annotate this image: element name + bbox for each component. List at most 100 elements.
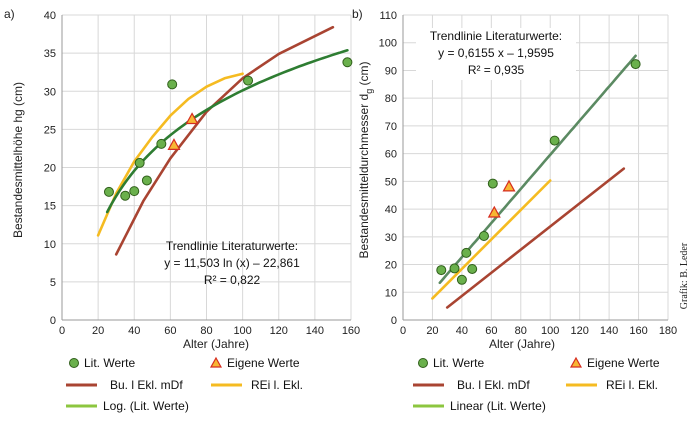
panel-b-ytick-label: 20 bbox=[385, 260, 397, 272]
panel-a-xtick-label: 40 bbox=[128, 325, 140, 337]
credit-text: Grafik: B. Leder bbox=[679, 242, 690, 309]
panel-a-trendline-box: Trendlinie Literaturwerte: y = 11,503 ln… bbox=[164, 239, 300, 287]
panel-b-ytick-label: 0 bbox=[391, 315, 397, 327]
legend-b-fit-label: Linear (Lit. Werte) bbox=[450, 399, 546, 413]
panel-a-lit-point bbox=[167, 79, 178, 90]
panel-b-ytick-label: 70 bbox=[385, 121, 397, 133]
panel-b-xtick-label: 60 bbox=[485, 325, 497, 337]
panel-a-ytick-label: 20 bbox=[44, 163, 56, 175]
panel-a-ytick-label: 40 bbox=[44, 10, 56, 22]
panel-b-label: b) bbox=[352, 7, 363, 21]
panel-a-lit-point bbox=[342, 57, 353, 68]
legend-a-bu-label: Bu. l Ekl. mDf bbox=[110, 378, 183, 392]
panel-b-yticks: 0 10 20 30 40 50 60 70 80 90 100 110 bbox=[379, 10, 397, 327]
panel-b-fit-series bbox=[438, 54, 637, 285]
panel-b-ylabel-main: Bestandesmittel­durchmesser d bbox=[357, 94, 371, 259]
panel-a-ytick-label: 30 bbox=[44, 86, 56, 98]
panel-b-xticks: 0 20 40 60 80 100 120 140 160 180 bbox=[400, 325, 677, 337]
panel-b-xtick-label: 80 bbox=[515, 325, 527, 337]
panel-b-xtick-label: 120 bbox=[570, 325, 588, 337]
legend-b-eigene-label: Eigene Werte bbox=[587, 356, 660, 370]
panel-a-ytick-label: 15 bbox=[44, 201, 56, 213]
panel-b-trendline-box: Trendlinie Literaturwerte: y = 0,6155 x … bbox=[416, 28, 576, 80]
panel-a-xtick-label: 0 bbox=[59, 325, 65, 337]
panel-b-trend-background bbox=[416, 28, 576, 80]
panel-b-ylabel-sub: g bbox=[364, 89, 374, 94]
panel-b-ylabel-unit: (cm) bbox=[357, 61, 371, 88]
legend-a: Lit. Werte Eigene Werte Bu. l Ekl. mDf R… bbox=[66, 356, 303, 413]
panel-b-xtick-label: 160 bbox=[629, 325, 647, 337]
panel-b-ytick-label: 10 bbox=[385, 287, 397, 299]
panel-b-ytick-label: 40 bbox=[385, 204, 397, 216]
panel-b-ytick-label: 100 bbox=[379, 38, 397, 50]
panel-b-trend-title: Trendlinie Literaturwerte: bbox=[430, 29, 562, 43]
panel-b-trend-equation: y = 0,6155 x – 1,9595 bbox=[438, 46, 554, 60]
legend-a-lit-label: Lit. Werte bbox=[84, 356, 135, 370]
legend-b: Lit. Werte Eigene Werte Bu. l Ekl. mDf R… bbox=[413, 356, 660, 413]
legend-b-bu-label: Bu. l Ekl. mDf bbox=[457, 378, 530, 392]
panel-a-xtick-label: 80 bbox=[200, 325, 212, 337]
panel-b-points bbox=[436, 59, 641, 285]
panel-a-bu-series bbox=[114, 25, 335, 256]
panel-b-lines bbox=[431, 54, 637, 309]
panel-a-lit-point bbox=[156, 138, 167, 149]
panel-a-fit-series bbox=[105, 49, 349, 214]
panel-b-lit-point bbox=[549, 135, 560, 146]
panel-a-xtick-label: 100 bbox=[233, 325, 251, 337]
panel-b-ytick-label: 110 bbox=[379, 10, 397, 22]
panel-b-trend-r2: R² = 0,935 bbox=[468, 63, 525, 77]
panel-a-lines bbox=[96, 25, 349, 256]
panel-a-xlabel: Alter (Jahre) bbox=[183, 337, 249, 351]
panel-b-xtick-label: 100 bbox=[541, 325, 559, 337]
panel-b-lit-point bbox=[461, 247, 472, 258]
panel-a-trend-title: Trendlinie Literaturwerte: bbox=[166, 239, 298, 253]
panel-b-xtick-label: 40 bbox=[456, 325, 468, 337]
panel-a-points bbox=[103, 57, 353, 201]
panel-b-lit-point bbox=[478, 230, 489, 241]
panel-b-xtick-label: 0 bbox=[400, 325, 406, 337]
panel-b-xlabel: Alter (Jahre) bbox=[489, 337, 555, 351]
panel-b-bu-series bbox=[445, 167, 626, 309]
panel-a-label: a) bbox=[4, 7, 15, 21]
panel-a-ylabel: Bestandesmittelhöhe hg (cm) bbox=[11, 82, 25, 238]
panel-a-grid bbox=[61, 14, 352, 321]
panel-a-trend-r2: R² = 0,822 bbox=[204, 273, 261, 287]
panel-a-xtick-label: 60 bbox=[164, 325, 176, 337]
panel-a-xtick-label: 20 bbox=[92, 325, 104, 337]
panel-b-ytick-label: 80 bbox=[385, 93, 397, 105]
panel-a-lit-point bbox=[120, 190, 131, 201]
panel-a-eigene-point bbox=[185, 112, 199, 125]
panel-a-xtick-label: 120 bbox=[270, 325, 288, 337]
legend-b-rei-label: REi l. Ekl. bbox=[606, 378, 658, 392]
panel-a-rei-series bbox=[96, 72, 244, 237]
panel-b: b) 0 10 20 30 40 50 60 70 80 90 100 110 0 20 40 60 80 10… bbox=[352, 7, 690, 351]
panel-a: a) 0 5 10 15 20 25 30 35 40 0 20 40 60 80 100 120 140 16… bbox=[4, 7, 360, 351]
panel-a-trend-equation: y = 11,503 ln (x) – 22,861 bbox=[164, 256, 300, 270]
legend-a-eigene-marker bbox=[209, 356, 223, 368]
panel-a-xtick-label: 160 bbox=[342, 325, 360, 337]
panel-a-ytick-label: 25 bbox=[44, 124, 56, 136]
panel-b-eigene-point bbox=[487, 205, 501, 218]
panel-a-lit-point bbox=[243, 75, 254, 86]
panel-a-ytick-label: 10 bbox=[44, 239, 56, 251]
panel-a-ytick-label: 0 bbox=[50, 315, 56, 327]
panel-b-lit-point bbox=[449, 263, 460, 274]
panel-a-yticks: 0 5 10 15 20 25 30 35 40 bbox=[44, 10, 56, 327]
panel-a-eigene-point bbox=[167, 138, 181, 150]
panel-b-rei-series bbox=[431, 179, 552, 300]
panel-a-xtick-label: 140 bbox=[306, 325, 324, 337]
panel-a-lit-point bbox=[141, 175, 152, 186]
panel-a-ytick-label: 35 bbox=[44, 48, 56, 60]
legend-a-fit-label: Log. (Lit. Werte) bbox=[103, 399, 189, 413]
panel-b-lit-point bbox=[467, 263, 478, 274]
panel-b-xtick-label: 20 bbox=[426, 325, 438, 337]
panel-b-ytick-label: 30 bbox=[385, 232, 397, 244]
panel-b-xtick-label: 180 bbox=[659, 325, 677, 337]
panel-b-lit-point bbox=[487, 178, 498, 189]
panel-a-lit-point bbox=[129, 186, 140, 197]
legend-a-eigene-label: Eigene Werte bbox=[227, 356, 300, 370]
legend-b-lit-marker bbox=[418, 358, 428, 368]
legend-a-rei-label: REi l. Ekl. bbox=[251, 378, 303, 392]
panel-b-lit-point bbox=[630, 59, 641, 70]
